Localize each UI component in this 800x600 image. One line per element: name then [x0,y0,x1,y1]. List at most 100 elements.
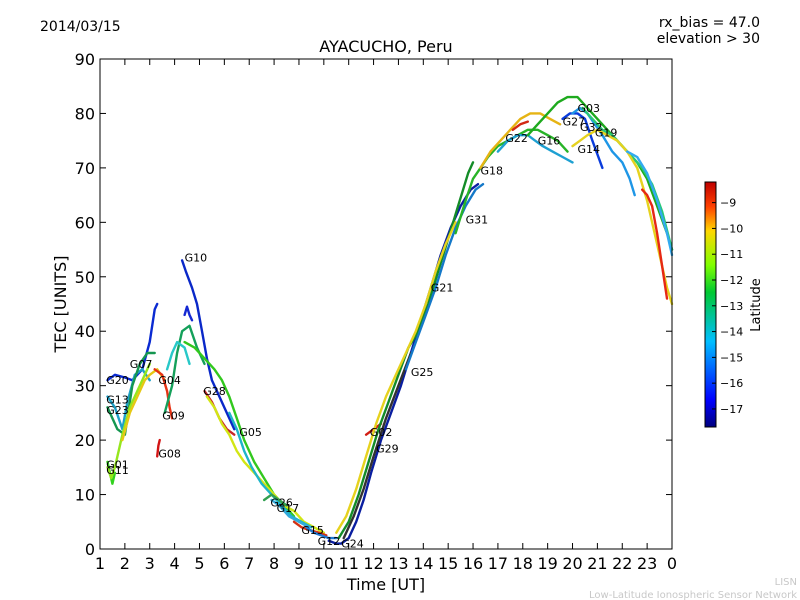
series-line-g26 [262,493,288,507]
satellite-label: G16 [538,135,561,148]
satellite-label: G03 [578,102,601,115]
x-tick-label: 4 [170,554,180,573]
series-line-g10 [180,259,236,431]
y-tick-label: 40 [75,322,95,341]
satellite-label: G22 [505,132,528,145]
series-line-g13 [106,368,151,431]
series-line-g04 [153,368,174,420]
y-tick-label: 90 [75,50,95,69]
satellite-label: G26 [270,497,293,510]
credit-line-2: Low-Latitude Ionospheric Sensor Network [589,590,797,600]
satellite-label: G13 [106,393,129,406]
satellite-label: G14 [578,143,601,156]
x-tick-label: 6 [219,554,229,573]
satellite-label: G25 [411,366,434,379]
y-tick-label: 20 [75,431,95,450]
colorbar-ticks: −9 −10 −11 −12 −13 −14 −15 −16 −17 [712,197,743,416]
series-line-g17 [270,498,311,529]
satellite-label: G02 [370,426,393,439]
y-axis-label: TEC [UNITS] [51,256,70,354]
colorbar-tick-label: −13 [720,300,743,313]
x-tick-label: 19 [537,554,557,573]
series-layer [106,95,674,545]
satellite-label: G31 [466,214,489,227]
series-line-g03 [526,95,674,251]
y-tick-label: 60 [75,213,95,232]
satellite-label: G15 [301,524,324,537]
x-tick-label: 20 [562,554,582,573]
x-tick-label: 7 [244,554,254,573]
x-tick-label: 0 [667,554,677,573]
series-line-g29 [342,351,413,540]
y-tick-label: 50 [75,268,95,287]
date-label: 2014/03/15 [40,19,121,35]
satellite-label: G12 [318,535,341,548]
x-axis-label: Time [UT] [346,575,425,594]
colorbar-tick-label: −15 [720,351,743,364]
satellite-label: G21 [431,282,454,295]
colorbar-tick-label: −12 [720,274,743,287]
x-tick-label: 23 [637,554,657,573]
series-line-g06 [165,340,191,371]
tick-layer: 1 2 3 4 5 6 7 8 9 10 11 12 13 14 15 16 17 18 19 20 21 22 23 001… [75,50,677,573]
satellite-label: G01 [106,459,129,472]
series-line-g21 [335,221,457,534]
x-tick-label: 15 [438,554,458,573]
series-line-g16 [496,133,574,164]
satellite-label: G11 [106,464,129,477]
y-tick-label: 70 [75,159,95,178]
satellite-label: G20 [106,374,129,387]
series-line-g31 [404,182,485,371]
series-line-g16b [511,120,529,132]
plot-background [100,59,672,549]
x-tick-label: 13 [388,554,408,573]
y-tick-label: 0 [85,540,95,559]
satellite-label: G29 [376,442,399,455]
satellite-label: G17 [277,502,300,515]
satellite-label: G27 [563,116,586,129]
x-tick-label: 21 [587,554,607,573]
x-tick-label: 3 [145,554,155,573]
series-line-g32b [571,106,636,197]
x-tick-label: 10 [314,554,334,573]
colorbar-tick-label: −11 [720,248,743,261]
satellite-label: G09 [162,410,185,423]
colorbar: −9 −10 −11 −12 −13 −14 −15 −16 −17 Latitude [704,181,764,428]
x-tick-label: 9 [294,554,304,573]
satellite-label: G18 [481,165,504,178]
x-tick-label: 18 [513,554,533,573]
series-line-g13b [626,150,674,257]
series-line-g11 [106,362,151,480]
satellite-label: G19 [595,127,618,140]
satellite-label: G08 [158,448,181,461]
series-line-g22 [479,112,562,170]
y-tick-label: 80 [75,104,95,123]
colorbar-tick-label: −16 [720,377,743,390]
satellite-label: G23 [106,404,129,417]
x-tick-label: 5 [194,554,204,573]
x-tick-label: 14 [413,554,433,573]
satellite-label: G28 [203,385,226,398]
colorbar-gradient [704,181,717,428]
chart-title: AYACUCHO, Peru [319,37,452,56]
y-tick-label: 10 [75,486,95,505]
series-line-g12 [305,526,338,540]
x-tick-label: 1 [95,554,105,573]
colorbar-label: Latitude [749,278,764,332]
satellite-label: G10 [185,252,208,265]
satellite-label: G07 [130,358,153,371]
colorbar-tick-label: −10 [720,222,743,235]
series-line-g09 [163,324,206,415]
satellite-label: G05 [239,426,262,439]
rx-bias-label: rx_bias = 47.0 [659,15,760,31]
series-line-g07 [121,368,166,442]
x-tick-label: 11 [339,554,359,573]
satellite-label: G04 [158,374,181,387]
series-line-g27 [561,112,604,170]
x-tick-label: 22 [612,554,632,573]
x-tick-label: 17 [488,554,508,573]
series-line-g32 [183,305,194,322]
